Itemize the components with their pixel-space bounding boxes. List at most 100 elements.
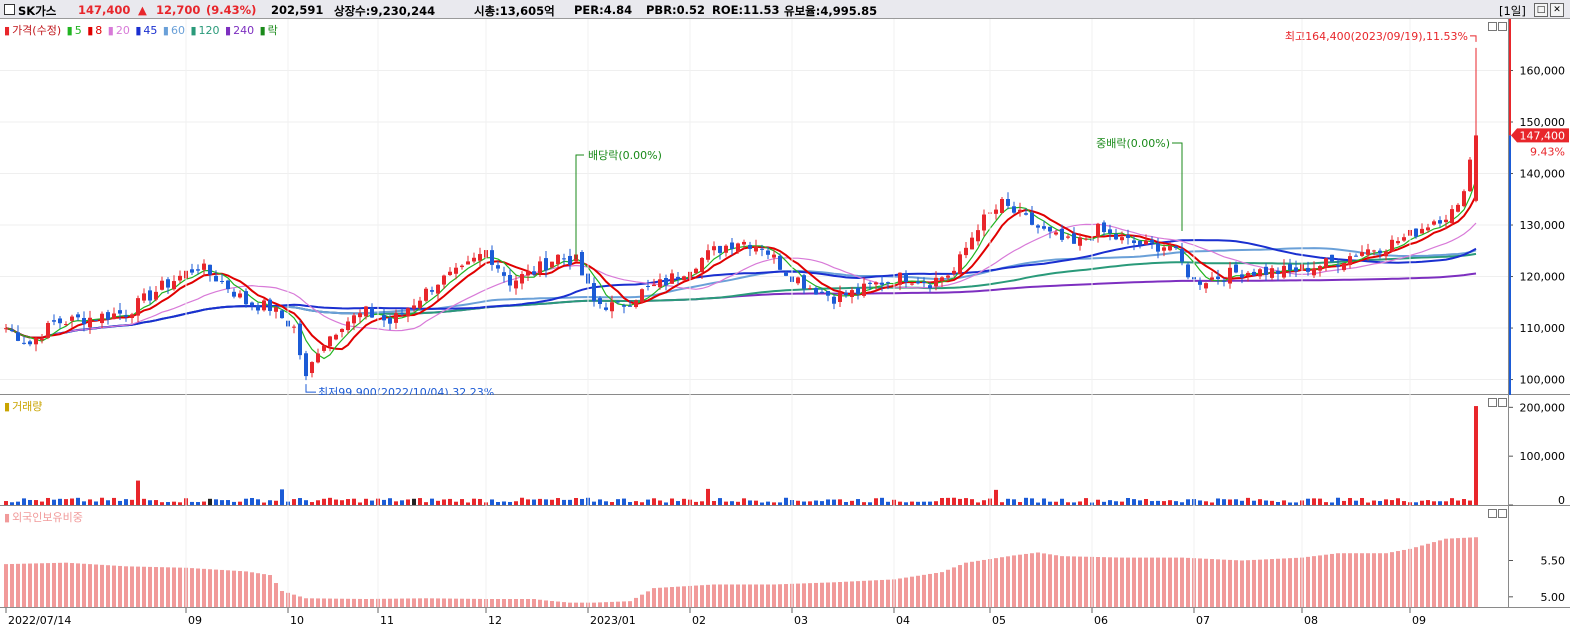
candle-body	[160, 280, 164, 290]
volume-bar	[334, 499, 338, 505]
volume-axis-ticks: 200,000 100,000 0	[1509, 401, 1565, 506]
candle-body	[1018, 209, 1022, 213]
volume-bar	[136, 480, 140, 505]
candle-body	[178, 275, 182, 281]
volume-bar	[1288, 502, 1292, 505]
volume-close-button[interactable]	[1498, 398, 1507, 407]
price-tick-label: 110,000	[1520, 322, 1566, 335]
candle-body	[832, 296, 836, 304]
foreign-bar	[298, 596, 302, 607]
candle-body	[658, 279, 662, 288]
candle-body	[1384, 251, 1388, 257]
foreign-bar	[94, 564, 98, 607]
foreign-bar	[838, 582, 842, 607]
foreign-bar	[82, 563, 86, 607]
foreign-bar	[280, 591, 284, 607]
volume-bar	[412, 498, 416, 505]
volume-minimize-button[interactable]	[1488, 398, 1497, 407]
panel-close-button[interactable]	[1498, 22, 1507, 31]
foreign-panel: ▮ 외국인보유비중	[0, 506, 1508, 607]
candle-body	[1102, 222, 1106, 233]
foreign-bar	[622, 601, 626, 607]
market-cap: 시총:13,605억	[474, 4, 555, 18]
candle-body	[430, 290, 434, 292]
select-checkbox[interactable]	[4, 4, 15, 15]
volume-bar	[52, 499, 56, 505]
foreign-bar	[1108, 557, 1112, 607]
volume-bar	[886, 501, 890, 505]
candle-body	[1054, 232, 1058, 235]
maximize-button[interactable]: □	[1534, 3, 1548, 17]
volume-bar	[118, 500, 122, 505]
candle-body	[1066, 236, 1070, 238]
volume-bar	[514, 501, 518, 505]
foreign-bar	[382, 598, 386, 607]
foreign-bar	[1378, 553, 1382, 607]
volume-bar	[1402, 501, 1406, 505]
price-axis-ticks: 160,000 150,000 140,000 130,000 120,000 110,0…	[1509, 19, 1569, 395]
foreign-close-button[interactable]	[1498, 509, 1507, 518]
x-tick-label: 06	[1094, 614, 1108, 627]
volume-bar	[316, 500, 320, 505]
foreign-bar	[1000, 557, 1004, 607]
candle-body	[304, 353, 308, 377]
volume-bar	[1372, 500, 1376, 505]
candle-body	[478, 254, 482, 261]
candle-body	[664, 278, 668, 286]
volume-bar	[1282, 500, 1286, 505]
candle-body	[1330, 254, 1334, 262]
candle-body	[1474, 135, 1478, 201]
candle-body	[412, 305, 416, 309]
volume-bar	[202, 501, 206, 505]
period-label[interactable]: [1일]	[1499, 4, 1526, 18]
volume-bar	[658, 500, 662, 505]
dividend-annotation: 배당락(0.00%)	[588, 149, 662, 162]
volume-bar	[928, 501, 932, 505]
volume-bar	[736, 501, 740, 505]
x-tick-label: 03	[794, 614, 808, 627]
foreign-bar	[1360, 553, 1364, 607]
volume-bar	[1018, 502, 1022, 505]
volume-bar	[1294, 502, 1298, 505]
candle-body	[100, 313, 104, 324]
volume-bar	[388, 498, 392, 505]
candle-body	[1120, 237, 1124, 241]
volume-bar	[1054, 501, 1058, 505]
candle-body	[448, 271, 452, 276]
foreign-minimize-button[interactable]	[1488, 509, 1497, 518]
foreign-bar	[808, 583, 812, 607]
volume-bar	[1204, 501, 1208, 505]
foreign-bar	[328, 598, 332, 607]
candle-body	[1372, 250, 1376, 252]
candle-body	[82, 317, 86, 325]
foreign-bar	[34, 563, 38, 607]
candle-body	[268, 299, 272, 311]
foreign-bar	[676, 586, 680, 607]
foreign-bar	[766, 584, 770, 607]
candle-body	[922, 281, 926, 284]
legend-ma45: 45	[143, 24, 158, 37]
foreign-bar	[430, 598, 434, 607]
price-chart: 최고164,400(2023/09/19),11.53% 최저99,900(202…	[0, 19, 1508, 395]
close-button[interactable]: ✕	[1550, 3, 1564, 17]
foreign-bar	[1414, 547, 1418, 607]
volume-bar	[1000, 502, 1004, 505]
volume-bar	[760, 502, 764, 505]
panel-minimize-button[interactable]	[1488, 22, 1497, 31]
foreign-bar	[448, 598, 452, 607]
foreign-bar	[340, 598, 344, 607]
candle-body	[196, 269, 200, 271]
candle-body	[640, 289, 644, 302]
foreign-bar	[1336, 553, 1340, 607]
foreign-bar	[370, 598, 374, 607]
volume-bar	[712, 500, 716, 505]
volume-bar	[568, 499, 572, 505]
foreign-bar	[1210, 559, 1214, 607]
foreign-bar	[1132, 557, 1136, 607]
candle-body	[1240, 274, 1244, 278]
candle-body	[1078, 237, 1082, 246]
foreign-bar	[1294, 557, 1298, 607]
volume-bar	[796, 500, 800, 505]
candle-body	[76, 314, 80, 318]
foreign-bar	[1366, 553, 1370, 607]
